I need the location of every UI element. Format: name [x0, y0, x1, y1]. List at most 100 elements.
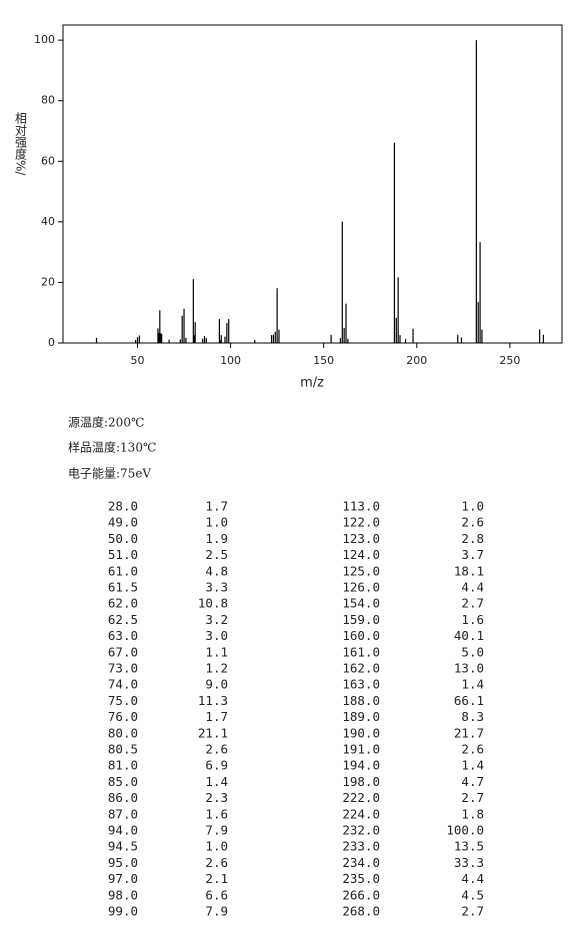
table-cell: 2.8 [461, 531, 484, 546]
x-tick-label: 100 [220, 354, 241, 367]
table-cell: 40.1 [454, 628, 484, 643]
table-cell: 2.6 [461, 515, 484, 530]
table-cell: 95.0 [108, 855, 138, 870]
table-cell: 124.0 [342, 547, 380, 562]
table-cell: 21.7 [454, 725, 484, 740]
table-cell: 18.1 [454, 563, 484, 578]
table-cell: 3.3 [205, 580, 228, 595]
x-axis-label: m/z [300, 376, 324, 391]
table-cell: 232.0 [342, 823, 380, 838]
table-cell: 162.0 [342, 661, 380, 676]
table-cell: 2.7 [461, 790, 484, 805]
table-cell: 4.8 [205, 563, 228, 578]
info-line: 电子能量:75eV [68, 467, 151, 481]
y-tick-label: 60 [41, 154, 55, 167]
table-cell: 6.9 [205, 758, 228, 773]
table-cell: 2.7 [461, 904, 484, 919]
plot-frame [62, 24, 563, 344]
table-cell: 8.3 [461, 709, 484, 724]
table-cell: 98.0 [108, 887, 138, 902]
table-cell: 5.0 [461, 644, 484, 659]
table-cell: 222.0 [342, 790, 380, 805]
table-cell: 4.5 [461, 887, 484, 902]
y-tick-label: 100 [34, 33, 55, 46]
table-cell: 28.0 [108, 499, 138, 514]
table-cell: 1.6 [205, 806, 228, 821]
table-cell: 1.2 [205, 661, 228, 676]
table-cell: 1.4 [461, 758, 484, 773]
table-cell: 266.0 [342, 887, 380, 902]
table-cell: 3.7 [461, 547, 484, 562]
table-cell: 97.0 [108, 871, 138, 886]
table-cell: 2.3 [205, 790, 228, 805]
table-cell: 74.0 [108, 677, 138, 692]
table-cell: 99.0 [108, 904, 138, 919]
table-cell: 268.0 [342, 904, 380, 919]
table-cell: 62.5 [108, 612, 138, 627]
table-cell: 190.0 [342, 725, 380, 740]
table-cell: 76.0 [108, 709, 138, 724]
table-cell: 163.0 [342, 677, 380, 692]
y-tick-label: 0 [48, 336, 55, 349]
table-cell: 2.6 [205, 855, 228, 870]
table-cell: 33.3 [454, 855, 484, 870]
table-cell: 85.0 [108, 774, 138, 789]
table-cell: 160.0 [342, 628, 380, 643]
table-cell: 122.0 [342, 515, 380, 530]
table-cell: 94.5 [108, 839, 138, 854]
table-cell: 1.6 [461, 612, 484, 627]
table-cell: 9.0 [205, 677, 228, 692]
table-cell: 154.0 [342, 596, 380, 611]
table-cell: 3.2 [205, 612, 228, 627]
info-line: 样品温度:130℃ [68, 440, 156, 455]
table-cell: 126.0 [342, 580, 380, 595]
table-cell: 62.0 [108, 596, 138, 611]
table-cell: 7.9 [205, 904, 228, 919]
table-cell: 63.0 [108, 628, 138, 643]
table-cell: 1.1 [205, 644, 228, 659]
table-cell: 113.0 [342, 499, 380, 514]
table-cell: 189.0 [342, 709, 380, 724]
table-cell: 224.0 [342, 806, 380, 821]
table-cell: 198.0 [342, 774, 380, 789]
table-cell: 2.7 [461, 596, 484, 611]
table-cell: 1.9 [205, 531, 228, 546]
table-cell: 66.1 [454, 693, 484, 708]
info-line: 源温度:200℃ [68, 415, 144, 430]
table-cell: 161.0 [342, 644, 380, 659]
table-cell: 10.8 [198, 596, 228, 611]
table-cell: 67.0 [108, 644, 138, 659]
table-cell: 125.0 [342, 563, 380, 578]
table-cell: 1.0 [461, 499, 484, 514]
x-tick-label: 200 [406, 354, 427, 367]
table-cell: 1.7 [205, 709, 228, 724]
table-cell: 4.4 [461, 871, 484, 886]
table-cell: 80.0 [108, 725, 138, 740]
x-tick-label: 50 [130, 354, 144, 367]
table-cell: 87.0 [108, 806, 138, 821]
x-tick-label: 250 [499, 354, 520, 367]
table-cell: 81.0 [108, 758, 138, 773]
table-cell: 2.5 [205, 547, 228, 562]
table-cell: 86.0 [108, 790, 138, 805]
table-cell: 234.0 [342, 855, 380, 870]
table-cell: 1.8 [461, 806, 484, 821]
table-cell: 1.0 [205, 515, 228, 530]
table-cell: 1.7 [205, 499, 228, 514]
table-cell: 233.0 [342, 839, 380, 854]
table-cell: 2.1 [205, 871, 228, 886]
table-cell: 3.0 [205, 628, 228, 643]
table-cell: 188.0 [342, 693, 380, 708]
table-cell: 2.6 [205, 742, 228, 757]
table-cell: 1.0 [205, 839, 228, 854]
table-cell: 1.4 [461, 677, 484, 692]
table-cell: 191.0 [342, 742, 380, 757]
table-cell: 51.0 [108, 547, 138, 562]
y-tick-label: 20 [41, 275, 55, 288]
table-cell: 50.0 [108, 531, 138, 546]
y-tick-label: 80 [41, 94, 55, 107]
table-cell: 4.7 [461, 774, 484, 789]
table-cell: 49.0 [108, 515, 138, 530]
table-cell: 21.1 [198, 725, 228, 740]
